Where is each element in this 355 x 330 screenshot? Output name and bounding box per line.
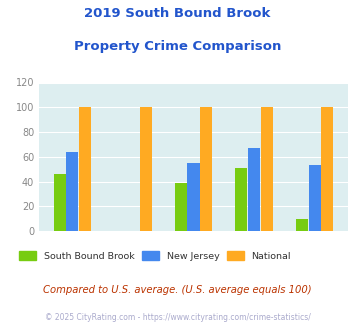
Text: Compared to U.S. average. (U.S. average equals 100): Compared to U.S. average. (U.S. average … (43, 285, 312, 295)
Text: © 2025 CityRating.com - https://www.cityrating.com/crime-statistics/: © 2025 CityRating.com - https://www.city… (45, 314, 310, 322)
Bar (54, 174, 66, 231)
Bar (261, 107, 273, 231)
Bar (79, 107, 91, 231)
Bar (248, 148, 260, 231)
Bar (308, 165, 321, 231)
Text: Property Crime Comparison: Property Crime Comparison (74, 40, 281, 52)
Bar (187, 163, 200, 231)
Bar (321, 107, 333, 231)
Bar (296, 218, 308, 231)
Bar (140, 107, 152, 231)
Bar (235, 168, 247, 231)
Legend: South Bound Brook, New Jersey, National: South Bound Brook, New Jersey, National (15, 247, 295, 264)
Text: 2019 South Bound Brook: 2019 South Bound Brook (84, 7, 271, 19)
Bar (200, 107, 212, 231)
Bar (175, 183, 187, 231)
Bar (66, 152, 78, 231)
